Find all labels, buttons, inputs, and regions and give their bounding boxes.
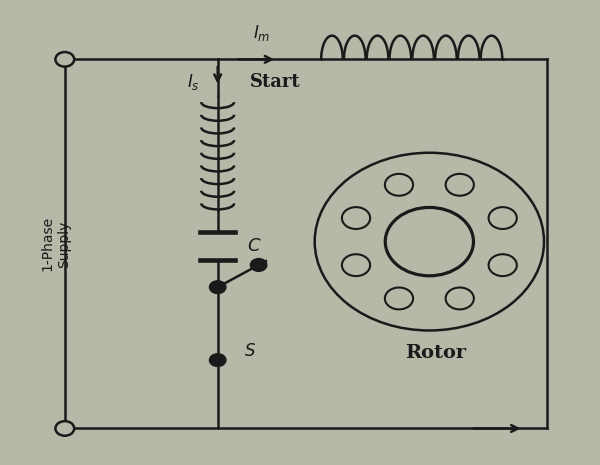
Circle shape <box>209 354 226 366</box>
Circle shape <box>385 174 413 196</box>
Circle shape <box>55 52 74 66</box>
Circle shape <box>446 287 474 309</box>
Circle shape <box>250 259 267 272</box>
Text: $C$: $C$ <box>247 237 262 255</box>
Circle shape <box>55 421 74 436</box>
Circle shape <box>342 254 370 276</box>
Text: $I_s$: $I_s$ <box>187 72 200 92</box>
Circle shape <box>314 153 544 331</box>
Circle shape <box>209 281 226 293</box>
Circle shape <box>446 174 474 196</box>
Text: 1-Phase
Supply: 1-Phase Supply <box>41 216 71 272</box>
Circle shape <box>488 207 517 229</box>
Text: $I_m$: $I_m$ <box>253 23 271 43</box>
Text: Rotor: Rotor <box>404 344 466 362</box>
Circle shape <box>385 287 413 309</box>
Circle shape <box>342 207 370 229</box>
Text: $S$: $S$ <box>244 342 256 360</box>
Circle shape <box>385 207 473 276</box>
Circle shape <box>488 254 517 276</box>
Text: Start: Start <box>250 73 301 91</box>
